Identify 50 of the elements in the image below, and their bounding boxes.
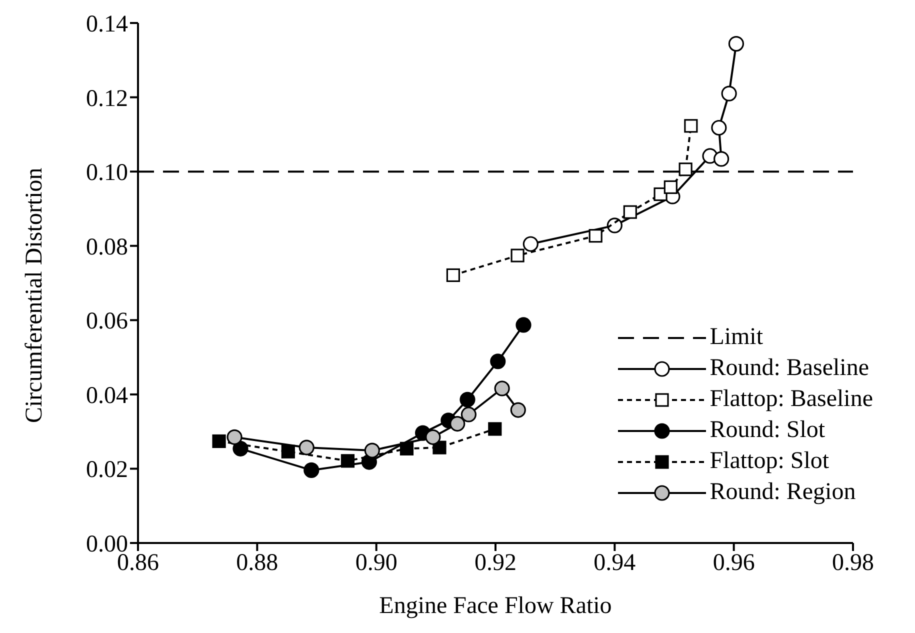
point (588, 229, 602, 243)
point (516, 317, 532, 333)
y-tick-label: 0.10 (86, 160, 128, 186)
x-tick-label: 0.98 (832, 550, 874, 576)
point (364, 442, 380, 458)
y-tick-label: 0.12 (86, 86, 128, 112)
x-tick-label: 0.94 (594, 550, 636, 576)
legend-label: Limit (710, 324, 764, 351)
point (490, 354, 506, 370)
x-tick-label: 0.88 (236, 550, 278, 576)
point (340, 454, 355, 468)
y-tick-label: 0.06 (86, 308, 128, 335)
point (304, 462, 320, 478)
legend-label: Round: Baseline (710, 355, 870, 382)
point (623, 205, 637, 219)
point (488, 422, 502, 436)
point (298, 440, 314, 456)
point (522, 236, 538, 252)
point (281, 444, 295, 458)
y-tick-label: 0.08 (86, 234, 128, 260)
y-tick-label: 0.02 (86, 457, 128, 484)
point (450, 416, 466, 432)
point (446, 268, 460, 282)
legend-label: Flattop: Slot (710, 448, 830, 475)
x-tick-label: 0.92 (474, 550, 516, 576)
point (684, 119, 698, 133)
legend-label: Round: Region (710, 479, 856, 506)
point (721, 86, 737, 102)
point (460, 392, 476, 408)
x-axis-title: Engine Face Flow Ratio (379, 593, 612, 619)
point (678, 162, 692, 176)
legend-label: Flattop: Baseline (710, 386, 873, 413)
point (714, 151, 730, 167)
point (432, 440, 446, 454)
x-tick-label: 0.96 (712, 550, 755, 576)
point (510, 402, 526, 418)
point (494, 380, 510, 396)
point (460, 406, 476, 422)
point (212, 434, 226, 448)
x-tick-label: 0.90 (355, 550, 398, 576)
point (510, 248, 524, 262)
point (664, 180, 678, 194)
point (425, 429, 441, 445)
point (711, 120, 727, 136)
point (226, 429, 242, 445)
y-tick-label: 0.04 (86, 382, 128, 409)
point (728, 36, 744, 52)
legend-label: Round: Slot (710, 417, 826, 444)
y-tick-label: 0.14 (86, 12, 128, 38)
y-axis-title: Circumferential Distortion (22, 168, 48, 423)
